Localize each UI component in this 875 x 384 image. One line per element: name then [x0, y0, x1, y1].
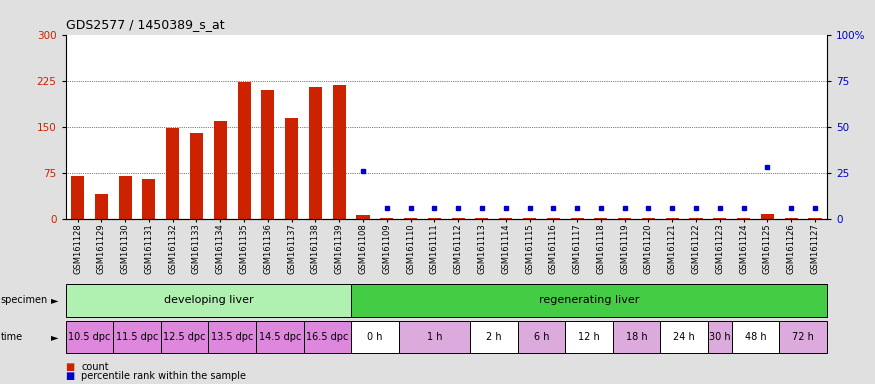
Bar — [256, 321, 304, 353]
Bar — [143, 179, 156, 219]
Text: percentile rank within the sample: percentile rank within the sample — [81, 371, 247, 381]
Bar — [94, 194, 108, 219]
Bar — [732, 321, 780, 353]
Text: developing liver: developing liver — [164, 295, 253, 306]
Bar — [66, 284, 351, 317]
Bar — [708, 321, 731, 353]
Bar — [499, 218, 512, 219]
Bar — [808, 218, 822, 219]
Bar — [304, 321, 351, 353]
Text: 72 h: 72 h — [792, 332, 814, 342]
Text: 6 h: 6 h — [534, 332, 550, 342]
Text: regenerating liver: regenerating liver — [539, 295, 639, 306]
Text: 30 h: 30 h — [709, 332, 731, 342]
Text: specimen: specimen — [1, 295, 48, 306]
Bar — [690, 218, 703, 219]
Text: 48 h: 48 h — [745, 332, 766, 342]
Text: ■: ■ — [66, 371, 75, 381]
Bar — [612, 321, 661, 353]
Bar — [780, 321, 827, 353]
Bar — [237, 83, 250, 219]
Bar — [737, 218, 750, 219]
Text: 13.5 dpc: 13.5 dpc — [211, 332, 254, 342]
Text: 2 h: 2 h — [486, 332, 501, 342]
Bar — [452, 218, 465, 219]
Bar — [761, 214, 774, 219]
Bar — [351, 284, 827, 317]
Bar — [570, 218, 584, 219]
Bar — [118, 176, 131, 219]
Bar — [428, 218, 441, 219]
Text: 11.5 dpc: 11.5 dpc — [116, 332, 158, 342]
Bar — [399, 321, 470, 353]
Bar — [470, 321, 518, 353]
Bar — [547, 218, 560, 219]
Bar — [666, 218, 679, 219]
Bar — [404, 218, 417, 219]
Text: ►: ► — [51, 332, 59, 342]
Bar — [214, 121, 227, 219]
Text: 12.5 dpc: 12.5 dpc — [164, 332, 206, 342]
Text: count: count — [81, 362, 109, 372]
Bar — [71, 176, 84, 219]
Bar — [713, 218, 726, 219]
Text: ■: ■ — [66, 362, 75, 372]
Bar — [208, 321, 256, 353]
Text: ►: ► — [51, 295, 59, 306]
Bar — [661, 321, 708, 353]
Bar — [351, 321, 399, 353]
Bar — [356, 215, 369, 219]
Text: 1 h: 1 h — [427, 332, 442, 342]
Bar — [166, 128, 179, 219]
Bar — [523, 218, 536, 219]
Bar — [190, 133, 203, 219]
Bar — [381, 218, 394, 219]
Text: 24 h: 24 h — [673, 332, 695, 342]
Text: GDS2577 / 1450389_s_at: GDS2577 / 1450389_s_at — [66, 18, 224, 31]
Text: 0 h: 0 h — [368, 332, 382, 342]
Bar — [285, 118, 298, 219]
Bar — [618, 218, 631, 219]
Bar — [642, 218, 655, 219]
Text: 14.5 dpc: 14.5 dpc — [258, 332, 301, 342]
Bar — [565, 321, 612, 353]
Bar — [66, 321, 113, 353]
Text: 16.5 dpc: 16.5 dpc — [306, 332, 348, 342]
Bar — [785, 218, 798, 219]
Bar — [594, 218, 607, 219]
Text: time: time — [1, 332, 23, 342]
Bar — [161, 321, 208, 353]
Text: 12 h: 12 h — [578, 332, 600, 342]
Bar — [475, 218, 488, 219]
Bar — [309, 87, 322, 219]
Text: 18 h: 18 h — [626, 332, 648, 342]
Bar — [262, 90, 275, 219]
Bar — [113, 321, 161, 353]
Bar — [332, 85, 346, 219]
Text: 10.5 dpc: 10.5 dpc — [68, 332, 110, 342]
Bar — [518, 321, 565, 353]
